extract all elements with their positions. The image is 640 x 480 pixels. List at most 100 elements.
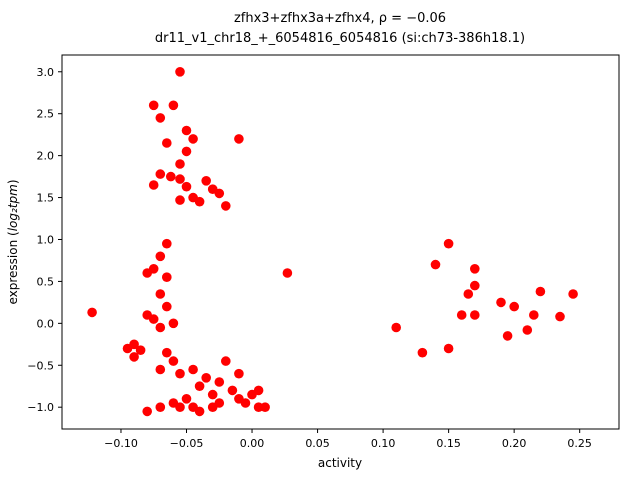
scatter-point bbox=[148, 314, 159, 324]
x-tick-label: −0.10 bbox=[104, 437, 138, 450]
y-tick-label: 1.5 bbox=[37, 192, 55, 205]
scatter-point bbox=[496, 297, 506, 308]
scatter-point bbox=[260, 402, 270, 413]
scatter-point bbox=[175, 174, 185, 184]
scatter-point bbox=[568, 289, 578, 299]
scatter-point bbox=[142, 268, 152, 278]
y-tick-label: 0.0 bbox=[37, 317, 55, 330]
scatter-point bbox=[155, 113, 166, 123]
scatter-point bbox=[175, 368, 185, 379]
scatter-point bbox=[227, 385, 238, 396]
scatter-point bbox=[175, 195, 185, 205]
scatter-point bbox=[214, 398, 225, 408]
scatter-point bbox=[148, 180, 159, 190]
scatter-point bbox=[502, 331, 513, 341]
scatter-point bbox=[430, 259, 441, 270]
scatter-point bbox=[253, 385, 264, 396]
axes-frame bbox=[61, 54, 620, 430]
plot-area: −0.10 −0.05 0.00 0.05 0.10 0.15 0.20 0.25 −1.0 −0… bbox=[27, 54, 620, 450]
scatter-point bbox=[214, 188, 225, 199]
scatter-point bbox=[155, 251, 166, 262]
x-tick-label: 0.20 bbox=[502, 437, 527, 450]
scatter-point bbox=[221, 201, 231, 211]
scatter-point bbox=[194, 406, 205, 417]
x-tick-label: 0.05 bbox=[305, 437, 330, 450]
scatter-point bbox=[443, 238, 454, 249]
scatter-point bbox=[470, 280, 480, 291]
scatter-point bbox=[162, 347, 172, 358]
y-tick-label: 0.5 bbox=[37, 275, 55, 288]
scatter-point bbox=[443, 343, 454, 354]
scatter-point bbox=[234, 134, 244, 144]
scatter-point bbox=[188, 364, 198, 375]
chart-title-line1: zfhx3+zfhx3a+zfhx4, ρ = −0.06 bbox=[234, 11, 446, 26]
scatter-point bbox=[181, 394, 192, 404]
scatter-point bbox=[148, 100, 159, 111]
scatter-point bbox=[155, 402, 166, 413]
scatter-point bbox=[155, 322, 166, 333]
scatter-point bbox=[168, 356, 179, 366]
x-tick-label: 0.25 bbox=[567, 437, 592, 450]
scatter-point bbox=[188, 134, 198, 144]
scatter-point bbox=[535, 286, 546, 297]
scatter-point bbox=[391, 322, 402, 333]
x-tick-label: 0.15 bbox=[436, 437, 461, 450]
scatter-point bbox=[168, 100, 179, 111]
chart-title-line2: dr11_v1_chr18_+_6054816_6054816 (si:ch73… bbox=[155, 31, 525, 46]
scatter-point bbox=[509, 301, 519, 312]
y-axis-label-math: log₂tpm bbox=[6, 184, 20, 231]
scatter-point bbox=[201, 176, 211, 186]
scatter-point bbox=[135, 345, 146, 356]
scatter-point bbox=[194, 196, 205, 207]
scatter-point bbox=[122, 343, 133, 354]
scatter-point bbox=[214, 377, 225, 387]
scatter-point bbox=[166, 171, 176, 182]
scatter-point bbox=[240, 398, 251, 408]
y-tick-label: −1.0 bbox=[27, 401, 54, 414]
scatter-point bbox=[181, 146, 192, 157]
scatter-point bbox=[129, 352, 139, 362]
scatter-point bbox=[142, 406, 152, 417]
scatter-point bbox=[162, 301, 172, 312]
scatter-point bbox=[522, 325, 533, 335]
y-axis-label-pre: expression ( bbox=[6, 231, 20, 304]
scatter-point bbox=[456, 310, 467, 320]
x-tick-label: 0.00 bbox=[240, 437, 265, 450]
scatter-point bbox=[155, 169, 166, 179]
scatter-point bbox=[87, 307, 97, 318]
y-tick-label: 1.0 bbox=[37, 233, 55, 246]
scatter-point bbox=[162, 238, 172, 249]
scatter-point bbox=[470, 310, 480, 320]
scatter-point bbox=[175, 159, 185, 169]
scatter-point bbox=[162, 138, 172, 148]
scatter-point bbox=[234, 368, 244, 379]
scatter-point bbox=[470, 264, 480, 274]
y-tick-label: 2.0 bbox=[37, 150, 55, 163]
scatter-point bbox=[201, 373, 211, 383]
scatter-point bbox=[168, 318, 179, 329]
y-axis-label-post: ) bbox=[6, 179, 20, 184]
scatter-point bbox=[194, 381, 205, 392]
y-axis-label: expression (log₂tpm) bbox=[6, 179, 20, 304]
scatter-point bbox=[207, 389, 218, 400]
x-tick-label: 0.10 bbox=[371, 437, 396, 450]
x-tick-label: −0.05 bbox=[170, 437, 204, 450]
scatter-point bbox=[555, 311, 565, 322]
scatter-point bbox=[175, 402, 185, 413]
scatter-point bbox=[221, 356, 231, 366]
x-axis-label: activity bbox=[318, 456, 362, 470]
scatter-point bbox=[282, 268, 293, 278]
scatter-point bbox=[162, 272, 172, 283]
scatter-point bbox=[175, 67, 185, 77]
y-tick-label: 2.5 bbox=[37, 108, 55, 121]
scatter-point bbox=[181, 125, 192, 136]
y-tick-label: 3.0 bbox=[37, 66, 55, 79]
y-tick-label: −0.5 bbox=[27, 359, 54, 372]
scatter-point bbox=[155, 364, 166, 375]
scatter-point bbox=[417, 347, 428, 358]
scatter-point bbox=[529, 310, 539, 320]
scatter-point bbox=[155, 289, 166, 299]
scatter-point bbox=[181, 181, 192, 192]
